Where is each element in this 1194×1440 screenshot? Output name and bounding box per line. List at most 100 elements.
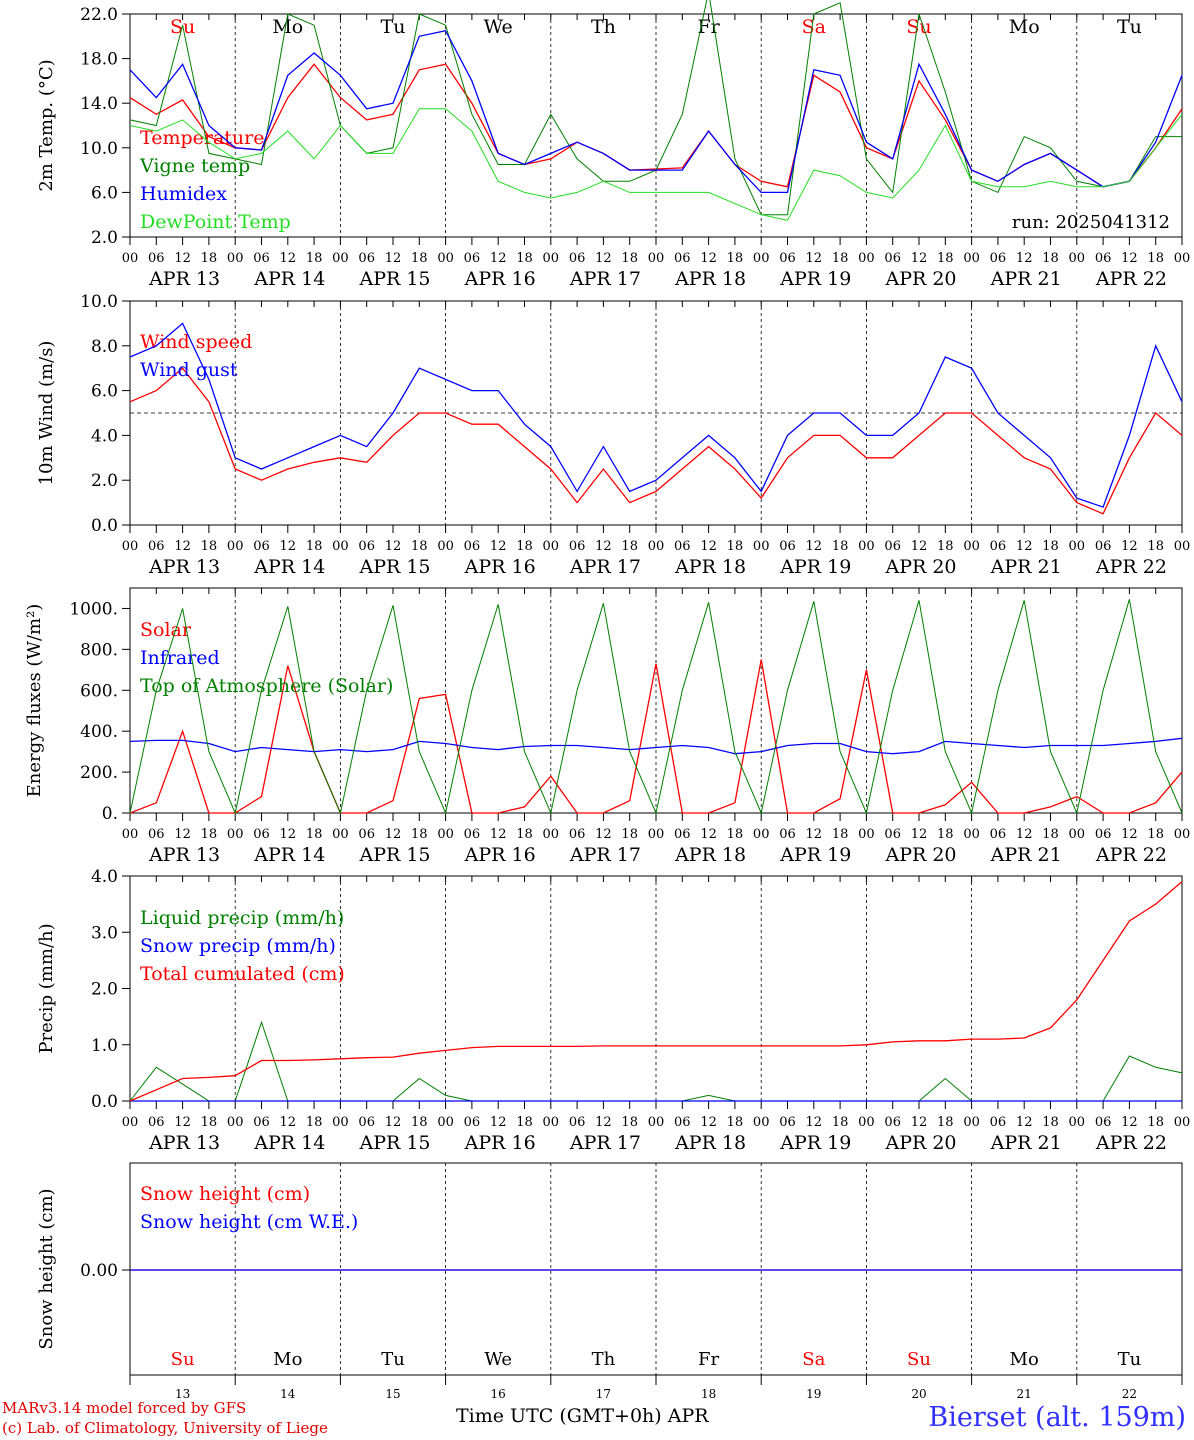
panel-5-day-name: Mo: [1010, 1349, 1039, 1370]
panel-3-date-label: APR 21: [990, 844, 1062, 866]
panel-1-legend-1: Temperature: [140, 127, 264, 149]
panel-5-day-number: 16: [491, 1387, 506, 1401]
panel-1-date-label: APR 18: [674, 268, 746, 290]
panel-3-hour-label: 12: [1121, 827, 1138, 842]
panel-3-hour-label: 00: [858, 827, 875, 842]
panel-2-hour-label: 00: [648, 539, 665, 554]
panel-2-y-tick-label: 8.0: [91, 337, 118, 357]
panel-3-hour-label: 06: [148, 827, 165, 842]
panel-5-day-number: 13: [175, 1387, 190, 1401]
panel-4-hour-label: 00: [1069, 1115, 1086, 1130]
panel-2-hour-label: 12: [911, 539, 928, 554]
panel-3-hour-label: 00: [543, 827, 560, 842]
panel-1-y-tick-label: 14.0: [80, 94, 118, 114]
panel-1-y-tick-label: 10.0: [80, 139, 118, 159]
panel-3-hour-label: 12: [595, 827, 612, 842]
panel-2-hour-label: 12: [700, 539, 717, 554]
panel-1-legend-2: Vigne temp: [139, 155, 250, 177]
panel-2-hour-label: 12: [1121, 539, 1138, 554]
panel-3-date-label: APR 19: [779, 844, 851, 866]
panel-2-hour-label: 18: [937, 539, 954, 554]
panel-1-hour-label: 18: [621, 251, 638, 266]
panel-3-hour-label: 18: [1147, 827, 1164, 842]
panel-3-hour-label: 06: [990, 827, 1007, 842]
panel-5-day-number: 19: [806, 1387, 821, 1401]
panel-4-hour-label: 06: [674, 1115, 691, 1130]
panel-2-hour-label: 00: [227, 539, 244, 554]
panel-5-legend-2: Snow height (cm W.E.): [140, 1211, 358, 1233]
panel-2-hour-label: 06: [1095, 539, 1112, 554]
panel-4-series-total-cumulated-cm: [129, 881, 1183, 1102]
panel-2-hour-label: 06: [779, 539, 796, 554]
panel-4-hour-label: 06: [148, 1115, 165, 1130]
panel-3-hour-label: 06: [674, 827, 691, 842]
panel-2-hour-label: 18: [621, 539, 638, 554]
panel-4-legend-1: Liquid precip (mm/h): [140, 907, 344, 929]
panel-3-hour-label: 18: [937, 827, 954, 842]
panel-1-day-name: Sa: [802, 16, 826, 38]
panel-4-date-label: APR 14: [253, 1132, 325, 1154]
panel-3-date-label: APR 20: [884, 844, 956, 866]
panel-1-date-label: APR 14: [253, 268, 325, 290]
panel-3-y-tick-label: 800.: [80, 640, 118, 660]
panel-2-date-label: APR 16: [464, 556, 536, 578]
panel-3-hour-label: 12: [174, 827, 191, 842]
panel-1-hour-label: 12: [806, 251, 823, 266]
panel-3-hour-label: 00: [122, 827, 139, 842]
panel-2-date-label: APR 14: [253, 556, 325, 578]
credit-line-1: MARv3.14 model forced by GFS: [2, 1399, 247, 1417]
panel-5-day-number: 14: [280, 1387, 296, 1401]
panel-3-hour-label: 12: [806, 827, 823, 842]
panel-2-hour-label: 12: [1016, 539, 1033, 554]
panel-3-hour-label: 00: [1069, 827, 1086, 842]
panel-1-hour-label: 00: [227, 251, 244, 266]
panel-3-hour-label: 06: [464, 827, 481, 842]
panel-2-hour-label: 18: [1147, 539, 1164, 554]
panel-5-day-number: 21: [1017, 1387, 1032, 1401]
panel-3-hour-label: 00: [227, 827, 244, 842]
panel-2-hour-label: 06: [148, 539, 165, 554]
panel-3-y-tick-label: 400.: [80, 722, 118, 742]
panel-1-hour-label: 06: [1095, 251, 1112, 266]
panel-3-date-label: APR 18: [674, 844, 746, 866]
panel-1-date-label: APR 13: [148, 268, 220, 290]
panel-2-date-label: APR 21: [990, 556, 1062, 578]
panel-2-legend-1: Wind speed: [140, 331, 252, 353]
panel-3-hour-label: 18: [727, 827, 744, 842]
panel-3-date-label: APR 22: [1095, 844, 1167, 866]
panel-3-hour-label: 06: [1095, 827, 1112, 842]
panel-1-hour-label: 18: [1042, 251, 1059, 266]
panel-3-hour-label: 06: [884, 827, 901, 842]
panel-4-hour-label: 00: [963, 1115, 980, 1130]
panel-5-legend-1: Snow height (cm): [140, 1183, 310, 1205]
panel-2-hour-label: 06: [884, 539, 901, 554]
panel-3-series-infrared: [129, 737, 1183, 755]
panel-3-hour-label: 06: [358, 827, 375, 842]
panel-1-y-tick-label: 6.0: [91, 183, 118, 203]
panel-4-hour-label: 00: [753, 1115, 770, 1130]
panel-1-hour-label: 00: [753, 251, 770, 266]
panel-1-day-name: Su: [906, 16, 931, 38]
panel-3-date-label: APR 15: [358, 844, 430, 866]
panel-3-hour-label: 18: [1042, 827, 1059, 842]
panel-3-hour-label: 00: [437, 827, 454, 842]
panel-3-date-label: APR 13: [148, 844, 220, 866]
panel-4-hour-label: 18: [306, 1115, 323, 1130]
panel-2-hour-label: 00: [543, 539, 560, 554]
panel-4-hour-label: 00: [543, 1115, 560, 1130]
panel-4-date-label: APR 21: [990, 1132, 1062, 1154]
panel-1-y-tick-label: 18.0: [80, 50, 118, 70]
panel-1-day-name: Th: [591, 16, 616, 38]
panel-1-hour-label: 18: [201, 251, 218, 266]
panel-2-y-tick-label: 2.0: [91, 471, 118, 491]
x-axis-title: Time UTC (GMT+0h) APR: [456, 1405, 709, 1427]
panel-2-hour-label: 18: [727, 539, 744, 554]
panel-1-day-name: Mo: [272, 16, 303, 38]
panel-1-hour-label: 06: [779, 251, 796, 266]
panel-4-hour-label: 06: [253, 1115, 270, 1130]
panel-1-hour-label: 06: [148, 251, 165, 266]
panel-2-hour-label: 06: [253, 539, 270, 554]
panel-2-date-label: APR 20: [884, 556, 956, 578]
panel-3-hour-label: 06: [253, 827, 270, 842]
panel-5-day-name: Tu: [381, 1349, 405, 1370]
